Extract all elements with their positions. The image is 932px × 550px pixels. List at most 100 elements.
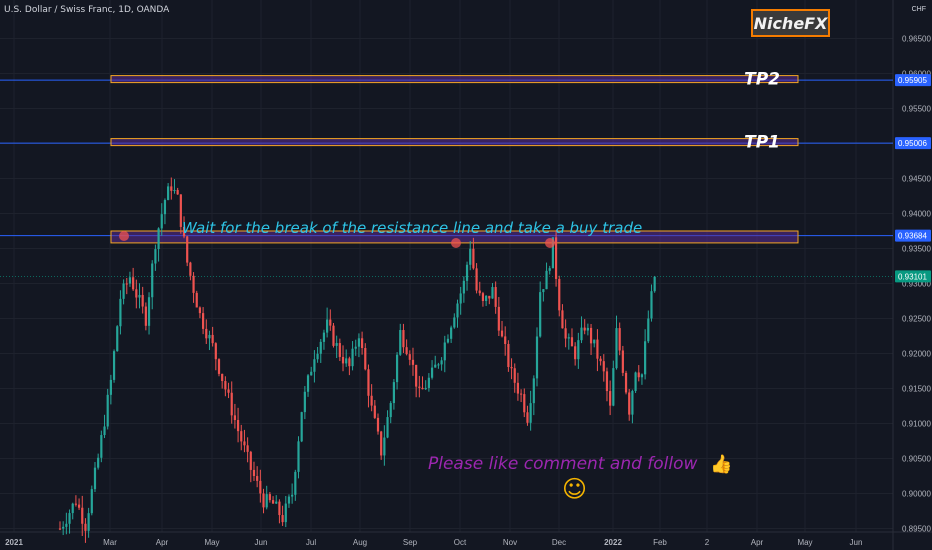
candle-body xyxy=(163,199,167,215)
candle-body xyxy=(341,356,345,364)
candle-body xyxy=(367,369,370,396)
candle-body xyxy=(469,248,472,265)
candle-body xyxy=(615,328,618,369)
x-tick-label: Feb xyxy=(653,538,667,547)
price-badge xyxy=(895,74,931,87)
candle-body xyxy=(513,368,516,383)
candle-body xyxy=(227,389,230,393)
candle-body xyxy=(147,297,151,326)
candle-body xyxy=(125,283,128,285)
candle-body xyxy=(370,395,373,406)
candle-body xyxy=(599,358,602,362)
candle-body xyxy=(322,332,326,342)
candle-body xyxy=(373,405,376,418)
candle-body xyxy=(386,417,389,438)
candle-body xyxy=(151,263,154,298)
candle-body xyxy=(100,435,103,458)
candle-body xyxy=(310,371,313,376)
candle-body xyxy=(65,523,68,527)
candle-body xyxy=(306,375,310,392)
candle-body xyxy=(558,278,561,311)
candle-body xyxy=(354,346,357,349)
candle-body xyxy=(74,503,77,505)
candle-body xyxy=(462,280,465,294)
candle-body xyxy=(109,379,112,395)
candle-body xyxy=(634,372,637,391)
x-tick-label: Jul xyxy=(306,538,316,547)
candle-body xyxy=(383,437,386,456)
x-tick-label: 2 xyxy=(705,538,710,547)
price-badge-label: 0.93684 xyxy=(898,232,927,241)
y-tick-label: 0.93000 xyxy=(902,280,931,289)
candle-body xyxy=(618,328,621,351)
candle-body xyxy=(249,451,252,470)
candle-body xyxy=(351,348,354,367)
candle-body xyxy=(154,249,157,264)
candle-body xyxy=(329,319,332,326)
candle-body xyxy=(602,361,605,372)
candle-body xyxy=(640,374,644,378)
candle-body xyxy=(456,303,459,318)
candle-body xyxy=(593,339,596,344)
candle-body xyxy=(465,264,469,281)
candle-body xyxy=(338,343,341,357)
candle-body xyxy=(418,386,421,388)
candle-body xyxy=(202,313,205,329)
y-tick-label: 0.95500 xyxy=(902,105,931,114)
price-badge-label: 0.95006 xyxy=(898,139,927,148)
candle-body xyxy=(583,327,586,331)
candle-body xyxy=(491,287,494,299)
candle-body xyxy=(77,504,81,508)
currency-label[interactable]: CHF xyxy=(911,6,926,13)
candle-body xyxy=(434,364,437,368)
candle-body xyxy=(443,342,446,361)
candle-body xyxy=(135,289,138,298)
symbol-title: U.S. Dollar / Swiss Franc, 1D, OANDA xyxy=(4,5,170,15)
candle-body xyxy=(240,431,243,442)
candle-body xyxy=(516,382,520,394)
candle-body xyxy=(376,417,380,432)
candle-body xyxy=(97,457,100,468)
candle-body xyxy=(208,334,211,339)
candle-body xyxy=(294,471,297,495)
y-tick-label: 0.89500 xyxy=(902,525,931,534)
candle-body xyxy=(481,293,485,301)
candle-body xyxy=(205,328,208,339)
candle-body xyxy=(87,513,90,531)
candles xyxy=(58,177,656,543)
candle-body xyxy=(612,368,615,406)
candle-body xyxy=(186,236,189,263)
candle-body xyxy=(167,186,170,200)
resistance-touch-marker xyxy=(451,238,461,248)
annotation-buy-trade: Wait for the break of the resistance lin… xyxy=(182,219,642,237)
candle-body xyxy=(644,341,647,375)
candle-body xyxy=(316,353,319,360)
price-badge xyxy=(895,137,931,150)
candle-body xyxy=(119,298,122,327)
smiley-icon: ☺ xyxy=(562,475,587,503)
candle-body xyxy=(551,237,554,269)
candle-body xyxy=(262,493,265,508)
candle-body xyxy=(472,248,475,269)
candle-body xyxy=(554,237,558,279)
y-tick-label: 0.96500 xyxy=(902,35,931,44)
candle-body xyxy=(195,292,198,308)
candle-body xyxy=(236,420,240,432)
candle-body xyxy=(631,390,634,415)
candle-body xyxy=(605,371,609,392)
candle-body xyxy=(494,287,497,307)
candle-body xyxy=(459,293,462,304)
candle-body xyxy=(141,294,144,307)
candle-body xyxy=(389,403,392,418)
resistance-touch-marker xyxy=(119,231,129,241)
candle-body xyxy=(548,268,551,271)
candle-body xyxy=(224,381,227,390)
candle-body xyxy=(265,494,268,508)
candle-body xyxy=(421,387,424,390)
candle-body xyxy=(357,338,361,347)
candle-body xyxy=(440,360,443,365)
y-tick-label: 0.96000 xyxy=(902,70,931,79)
x-tick-label: Apr xyxy=(751,538,764,547)
candle-body xyxy=(291,494,294,497)
